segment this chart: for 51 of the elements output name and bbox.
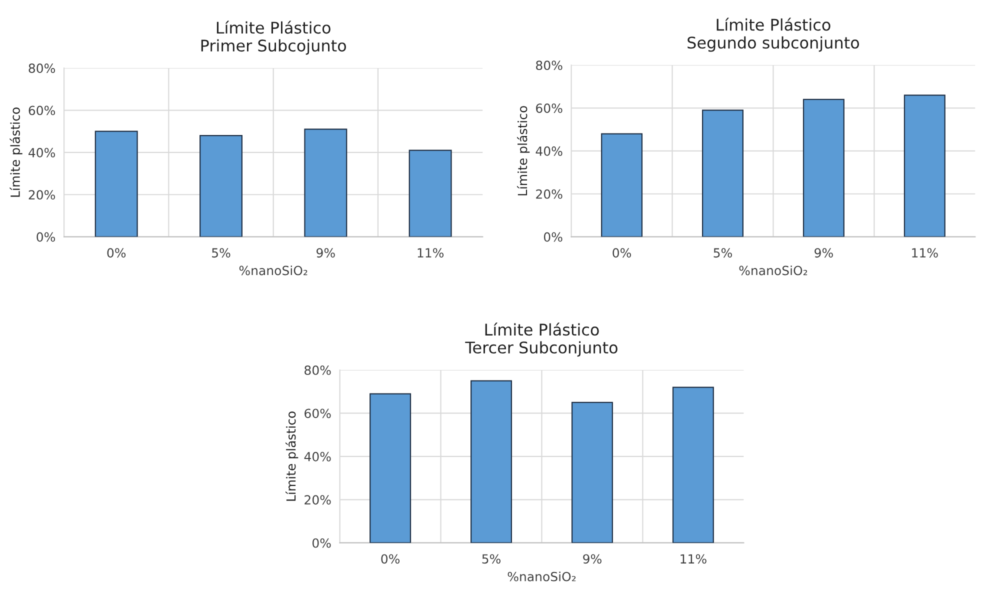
y-tick-label: 60% (536, 104, 562, 113)
y-axis-title: Límite plástico (517, 106, 530, 196)
x-tick-label: 5% (482, 554, 500, 564)
x-tick-label: 0% (107, 248, 126, 258)
x-tick-label: 9% (814, 248, 833, 258)
y-tick-label: 80% (304, 365, 331, 375)
bar (571, 402, 613, 543)
y-tick-label: 0% (544, 232, 562, 242)
bar (904, 94, 946, 237)
x-tick-label: 11% (418, 248, 444, 258)
bar (408, 150, 452, 237)
y-axis-title: Límite plástico (10, 108, 22, 197)
bar (304, 128, 348, 237)
y-tick-label: 40% (28, 148, 55, 158)
chart-title: Límite Plástico (716, 18, 830, 31)
bar (200, 135, 242, 237)
bar (802, 98, 844, 237)
y-tick-label: 20% (536, 189, 562, 199)
chart-subtitle: Primer Subcojunto (201, 39, 346, 55)
bar (470, 380, 512, 543)
chart-title: Límite Plástico (485, 322, 599, 336)
x-tick-label: 9% (583, 554, 602, 564)
y-tick-label: 60% (304, 408, 331, 418)
y-tick-label: 40% (304, 452, 331, 462)
bar (601, 133, 643, 237)
x-tick-label: 0% (381, 554, 400, 564)
x-axis-title: %nanoSiO₂ (739, 266, 808, 276)
x-axis-title: %nanoSiO₂ (239, 266, 308, 276)
chart-title: Límite Plástico (216, 20, 330, 34)
y-tick-label: 0% (312, 538, 331, 548)
x-tick-label: 9% (316, 248, 335, 258)
y-tick-label: 20% (304, 495, 331, 505)
bar (672, 386, 714, 543)
bar (702, 110, 744, 237)
x-tick-label: 5% (212, 248, 230, 258)
x-tick-label: 11% (680, 554, 706, 564)
y-axis-title: Límite plástico (286, 412, 298, 501)
y-tick-label: 60% (28, 106, 55, 116)
y-tick-label: 20% (28, 190, 55, 200)
y-tick-label: 80% (536, 60, 562, 70)
y-tick-label: 0% (36, 232, 55, 242)
x-tick-label: 11% (912, 248, 938, 258)
bar (94, 130, 138, 237)
chart-subtitle: Segundo subconjunto (688, 36, 860, 52)
x-tick-label: 5% (714, 248, 732, 258)
chart-subtitle: Tercer Subconjunto (465, 341, 618, 357)
y-tick-label: 40% (536, 146, 562, 156)
x-tick-label: 0% (612, 248, 632, 258)
y-tick-label: 80% (28, 64, 55, 74)
x-axis-title: %nanoSiO₂ (508, 572, 576, 582)
bar (370, 393, 412, 543)
